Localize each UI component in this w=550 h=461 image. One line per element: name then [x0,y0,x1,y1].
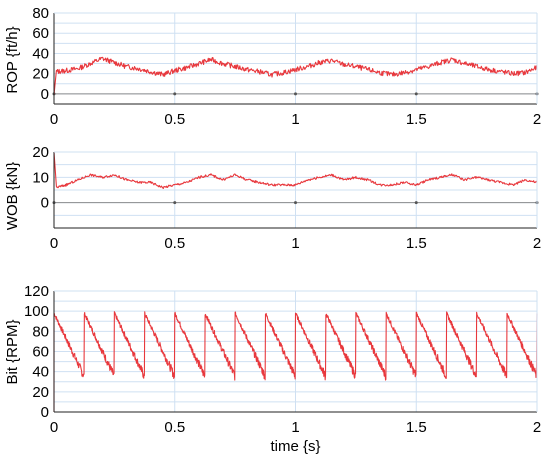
wob-grid [53,151,538,228]
bit-rpm-panel: 0 20 40 60 80 100 120 0 0.5 1 1.5 2 Bit {RPM} [4,283,541,436]
rop-axes [53,12,538,105]
y-tick-label: 40 [32,364,49,381]
wob-axes [53,151,538,229]
rop-zero-line [52,92,539,96]
wob-y-axis-label: WOB {kN} [4,162,21,230]
rop-y-tick-labels: 0 20 40 60 80 [32,5,49,103]
x-tick-label: 2 [533,235,541,252]
x-tick-label: 1.5 [406,235,427,252]
y-tick-label: 120 [24,283,49,300]
x-tick-label: 2 [533,419,541,436]
x-tick-label: 2 [533,111,541,128]
y-tick-label: 20 [32,384,49,401]
data-series-line [53,311,538,412]
x-tick-label: 0.5 [164,111,185,128]
y-tick-label: 0 [41,195,49,212]
wob-y-tick-labels: 0 10 20 [32,144,49,212]
rop-x-tick-labels: 0 0.5 1 1.5 2 [50,111,541,128]
wob-series [53,151,538,189]
x-tick-label: 0.5 [164,235,185,252]
y-tick-label: 10 [32,169,49,186]
rop-y-axis-label: ROP {ft/h} [4,26,21,93]
x-tick-label: 1 [291,419,299,436]
wob-zero-line [52,201,539,205]
y-tick-label: 20 [32,66,49,83]
y-tick-label: 60 [32,25,49,42]
x-tick-label: 1 [291,111,299,128]
zero-line-marker [294,92,297,96]
zero-line-marker [173,92,177,96]
bit-rpm-axes [53,290,538,413]
data-series-line [53,56,538,95]
bit-rpm-series [53,311,538,412]
wob-panel: 0 10 20 0 0.5 1 1.5 2 WOB {kN} [4,144,541,252]
bit-rpm-y-tick-labels: 0 20 40 60 80 100 120 [24,283,49,421]
x-tick-label: 1.5 [406,111,427,128]
x-tick-label: 0.5 [164,419,185,436]
data-series-line [53,151,538,189]
zero-line-marker [173,201,177,205]
x-tick-label: 0 [50,235,58,252]
rop-grid [53,12,538,104]
bit-rpm-y-axis-label: Bit {RPM} [4,319,21,384]
rop-series [53,56,538,95]
y-tick-label: 0 [41,86,49,103]
bit-rpm-x-tick-labels: 0 0.5 1 1.5 2 [50,419,541,436]
zero-line-marker [414,201,418,205]
x-tick-label: 1.5 [406,419,427,436]
y-tick-label: 80 [32,323,49,340]
time-x-axis-label: time {s} [270,438,320,455]
rop-panel: 0 20 40 60 80 0 0.5 1 1.5 2 ROP {ft/h} [4,5,541,128]
y-tick-label: 20 [32,144,49,161]
y-tick-label: 100 [24,303,49,320]
zero-line-marker [294,201,297,205]
wob-x-tick-labels: 0 0.5 1 1.5 2 [50,235,541,252]
x-tick-label: 0 [50,111,58,128]
y-tick-label: 80 [32,5,49,22]
y-tick-label: 60 [32,344,49,361]
x-tick-label: 0 [50,419,58,436]
zero-line-marker [414,92,418,96]
y-tick-label: 40 [32,45,49,62]
y-tick-label: 0 [41,404,49,421]
x-tick-label: 1 [291,235,299,252]
